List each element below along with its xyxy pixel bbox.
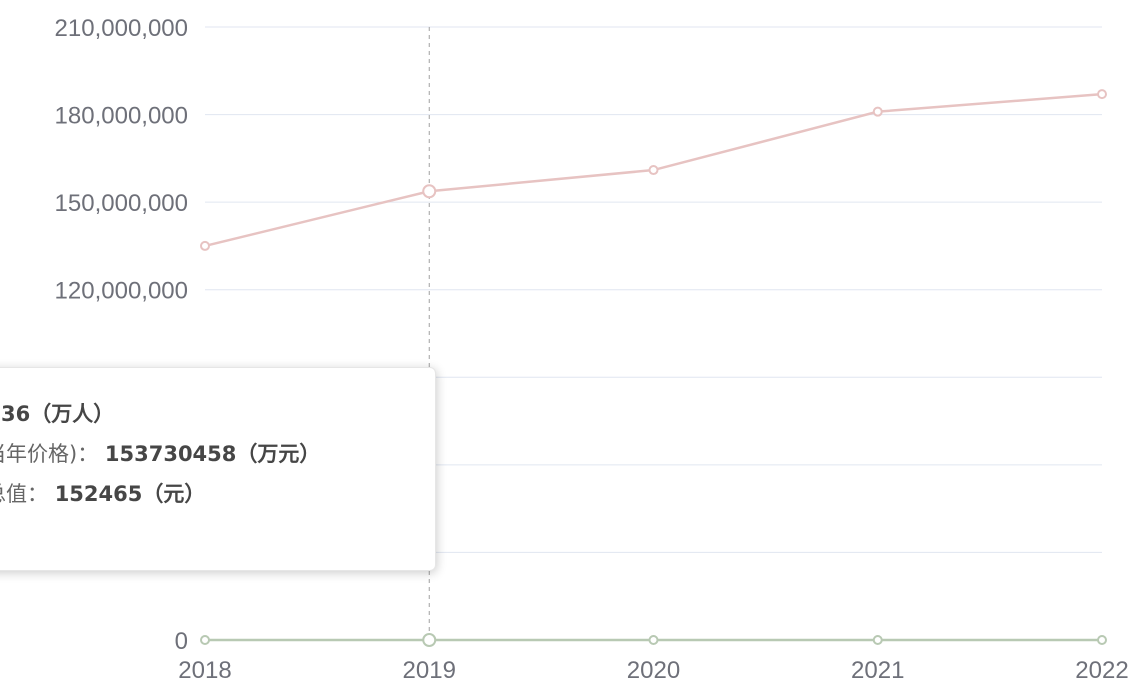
data-point-0-2021 [872,106,883,117]
tooltip-unit-1: （万人） [30,402,115,426]
y-tick-label-0: 0 [175,628,188,655]
y-tick-label-5: 150,000,000 [55,190,188,217]
tooltip-unit-3: （元） [142,482,206,506]
data-point-0-2019 [422,184,437,199]
tooltip-value-3: 152465 [54,482,143,506]
data-point-1-2018 [200,635,210,645]
tooltip-value-2: 153730458 [104,442,237,466]
data-point-1-2019 [422,633,437,647]
y-tick-label-7: 210,000,000 [55,15,188,42]
tooltip-value-1: 36 [1,402,31,426]
tooltip-row-3: 总值： 152465（元） [0,474,435,514]
data-point-0-2018 [200,240,210,251]
x-tick-label-2021: 2021 [851,657,904,684]
y-tick-label-4: 120,000,000 [55,278,188,305]
data-point-1-2022 [1097,635,1107,645]
x-tick-label-2022: 2022 [1075,657,1128,684]
x-tick-label-2020: 2020 [627,657,680,684]
tooltip: 36（万人） 当年价格)： 153730458（万元） 总值： 152465（元… [0,367,436,571]
tooltip-row-2: 当年价格)： 153730458（万元） [0,434,435,474]
tooltip-label-3: 总值： [0,482,48,506]
data-point-1-2020 [648,635,659,645]
tooltip-label-2: 当年价格)： [0,442,99,466]
y-tick-label-6: 180,000,000 [55,103,188,130]
data-point-0-2020 [648,165,659,176]
x-tick-label-2018: 2018 [178,657,231,684]
tooltip-unit-2: （万元） [236,442,321,466]
tooltip-row-1: 36（万人） [0,394,435,434]
x-tick-label-2019: 2019 [403,657,456,684]
data-point-1-2021 [872,635,883,645]
data-point-0-2022 [1097,89,1107,100]
